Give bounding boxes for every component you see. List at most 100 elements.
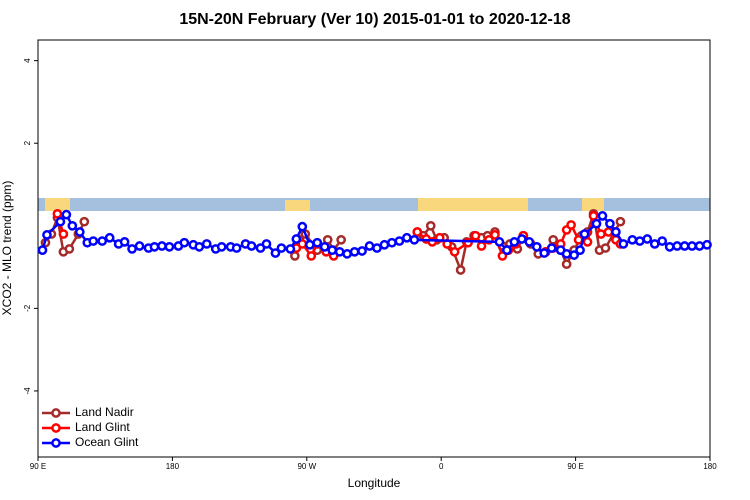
data-point	[104, 232, 115, 243]
data-point	[569, 250, 579, 260]
data-point	[539, 248, 550, 258]
data-point	[319, 241, 330, 252]
x-tick-label: 180	[703, 462, 717, 471]
data-point	[516, 234, 527, 244]
data-point	[201, 239, 212, 249]
data-point	[55, 216, 66, 227]
legend-marker	[51, 438, 61, 448]
data-point	[164, 241, 175, 252]
data-point	[531, 241, 542, 252]
data-point	[357, 246, 367, 256]
data-point	[61, 209, 72, 220]
data-point	[649, 239, 660, 249]
x-tick-label: 0	[439, 462, 444, 471]
data-point	[476, 241, 487, 251]
data-point	[425, 220, 436, 231]
data-point	[297, 221, 308, 232]
data-point	[306, 251, 317, 261]
data-point	[615, 216, 626, 227]
x-tick-label: 90 E	[30, 462, 46, 471]
data-point	[97, 236, 108, 246]
data-point	[67, 220, 78, 231]
data-point	[334, 246, 345, 257]
data-point	[561, 259, 572, 270]
data-point	[591, 218, 602, 229]
data-point	[216, 241, 227, 252]
legend-label: Land Nadir	[75, 405, 134, 419]
data-point	[37, 245, 48, 256]
data-point	[149, 241, 160, 252]
data-point	[524, 237, 535, 247]
data-point	[664, 241, 675, 252]
y-tick-label: -4	[23, 387, 32, 395]
data-point	[261, 239, 272, 249]
x-tick-label: 90 W	[297, 462, 316, 471]
x-tick-label: 180	[166, 462, 180, 471]
data-point	[364, 241, 375, 251]
data-point	[588, 211, 599, 221]
data-point	[596, 229, 606, 239]
data-point	[582, 237, 593, 247]
data-point	[597, 211, 608, 221]
data-point	[657, 236, 668, 246]
data-point	[379, 239, 390, 250]
data-point	[672, 241, 682, 251]
data-point	[270, 248, 281, 258]
data-point	[490, 230, 500, 240]
data-point	[579, 229, 590, 239]
data-point	[52, 208, 63, 219]
data-point	[285, 244, 296, 254]
data-point	[566, 220, 576, 230]
data-point	[342, 249, 352, 259]
legend-label: Land Glint	[75, 420, 130, 434]
data-point	[627, 234, 638, 245]
map-strip	[38, 198, 710, 211]
y-tick-label: 4	[23, 58, 32, 63]
data-point	[470, 230, 481, 241]
legend-label: Ocean Glint	[75, 435, 139, 449]
data-point	[394, 236, 405, 246]
data-point	[372, 243, 382, 253]
data-point	[600, 243, 611, 253]
data-point	[605, 218, 615, 229]
data-point	[679, 241, 690, 251]
data-point	[509, 237, 520, 247]
x-tick-label: 90 E	[567, 462, 583, 471]
data-point	[42, 230, 52, 240]
chart-title: 15N-20N February (Ver 10) 2015-01-01 to …	[179, 11, 570, 28]
data-point	[402, 232, 412, 243]
data-point	[455, 265, 466, 275]
data-point	[502, 245, 512, 256]
data-point	[603, 227, 614, 237]
data-point	[687, 241, 697, 251]
data-point	[575, 245, 585, 256]
data-point	[157, 241, 167, 251]
y-axis-label: XCO2 - MLO trend (ppm)	[0, 181, 14, 316]
data-point	[290, 251, 300, 261]
data-point	[231, 243, 242, 253]
data-point	[179, 237, 190, 248]
data-point	[702, 239, 712, 250]
data-point	[58, 229, 69, 239]
data-point	[449, 246, 460, 257]
data-point	[387, 237, 397, 248]
data-point	[412, 227, 423, 237]
data-point	[127, 244, 137, 254]
data-point	[336, 234, 346, 245]
data-point	[312, 237, 323, 248]
data-point	[194, 241, 205, 252]
data-point	[642, 234, 653, 244]
data-point	[561, 249, 572, 259]
legend-marker	[51, 423, 61, 433]
data-point	[327, 245, 338, 256]
legend-marker	[51, 408, 61, 418]
data-point	[494, 237, 505, 247]
x-axis-label: Longitude	[348, 476, 401, 490]
data-point	[74, 227, 85, 237]
data-point	[246, 241, 257, 251]
data-point	[349, 246, 360, 257]
data-point	[64, 244, 75, 254]
data-point	[409, 234, 420, 245]
data-point	[694, 241, 705, 251]
